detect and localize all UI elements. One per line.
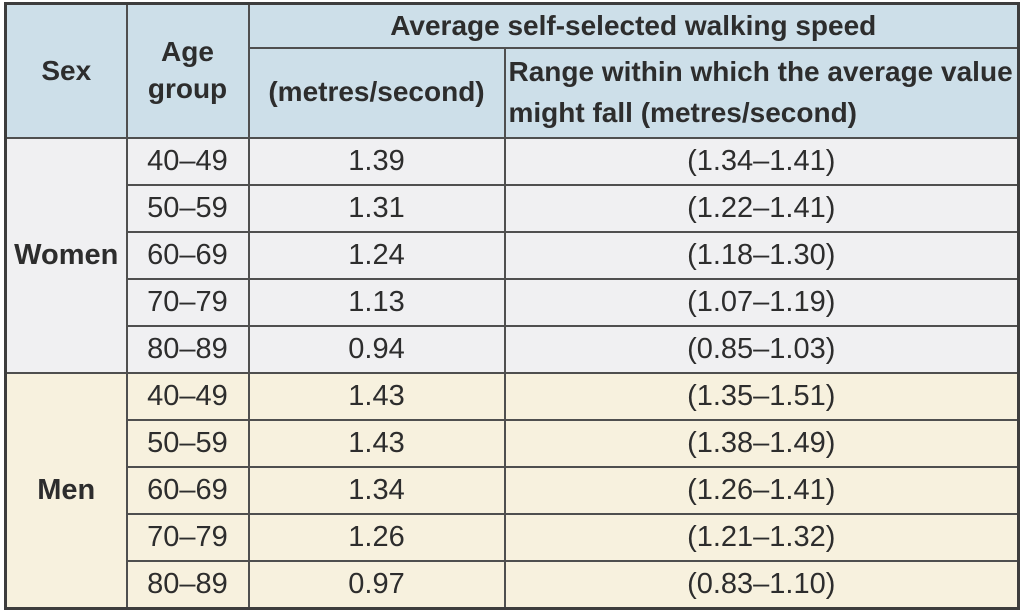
range-cell: (1.34–1.41) [503,136,1020,186]
age-cell: 50–59 [125,183,250,233]
speed-cell: 1.43 [247,371,506,422]
table-row: 50–59 1.43 (1.38–1.49) [6,419,1020,469]
speed-cell: 1.39 [247,136,506,186]
speed-cell: 1.13 [247,277,506,327]
table-row: Women 40–49 1.39 (1.34–1.41) [4,136,1020,374]
table-row: Men 40–49 1.43 (1.35–1.51) [4,371,1020,610]
header-age-group: Age group [125,2,250,139]
age-cell: 70–79 [125,513,250,563]
age-cell: 60–69 [125,230,250,280]
table-header: Sex Age group Average self-selected walk… [4,2,1020,139]
header-speed-unit: (metres/second) [247,46,506,139]
speed-cell: 0.94 [247,324,506,375]
range-cell: (0.83–1.10) [503,560,1020,610]
header-speed-title: Average self-selected walking speed [247,2,1020,49]
range-cell: (1.38–1.49) [503,419,1020,469]
table-row: 70–79 1.13 (1.07–1.19) [6,277,1020,327]
sex-label-men: Men [4,372,128,610]
walking-speed-table: Sex Age group Average self-selected walk… [4,2,1020,610]
age-cell: 70–79 [125,277,250,327]
speed-cell: 1.24 [247,230,506,280]
table-row: 60–69 1.24 (1.18–1.30) [6,230,1020,280]
sex-label-women: Women [4,136,128,374]
table-row: 70–79 1.26 (1.21–1.32) [6,513,1020,563]
table-row: 80–89 0.94 (0.85–1.03) [6,324,1020,375]
speed-cell: 1.43 [247,419,506,469]
range-cell: (1.07–1.19) [503,277,1020,327]
range-cell: (1.26–1.41) [503,466,1020,516]
header-row-top: Sex Age group Average self-selected walk… [4,2,1020,139]
range-cell: (0.85–1.03) [503,324,1020,375]
age-cell: 60–69 [125,466,250,516]
age-cell: 40–49 [125,371,250,422]
table-row: 80–89 0.97 (0.83–1.10) [6,560,1020,610]
header-sex: Sex [4,2,128,139]
age-cell: 80–89 [125,560,250,610]
speed-cell: 0.97 [247,560,506,610]
age-cell: 50–59 [125,419,250,469]
range-cell: (1.35–1.51) [503,371,1020,422]
speed-cell: 1.34 [247,466,506,516]
header-row-sub: (metres/second) Range within which the a… [6,46,1020,139]
table-row: 60–69 1.34 (1.26–1.41) [6,466,1020,516]
header-range: Range within which the average value mig… [503,46,1020,139]
age-cell: 40–49 [125,136,250,186]
table-row: 50–59 1.31 (1.22–1.41) [6,183,1020,233]
range-cell: (1.18–1.30) [503,230,1020,280]
range-cell: (1.21–1.32) [503,513,1020,563]
speed-cell: 1.26 [247,513,506,563]
range-cell: (1.22–1.41) [503,183,1020,233]
group-women: Women 40–49 1.39 (1.34–1.41) 50–59 1.31 … [4,136,1020,375]
age-cell: 80–89 [125,324,250,375]
speed-cell: 1.31 [247,183,506,233]
group-men: Men 40–49 1.43 (1.35–1.51) 50–59 1.43 (1… [4,371,1020,610]
